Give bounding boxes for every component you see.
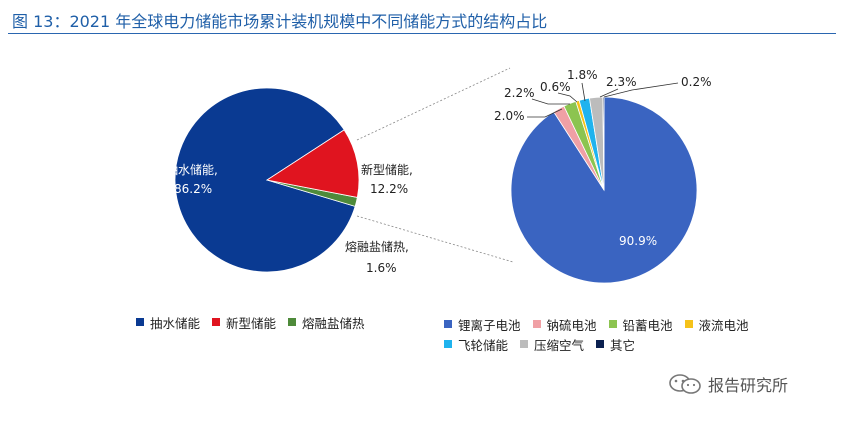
- label-new-value: 12.2%: [370, 182, 408, 196]
- legend-item-new: 新型储能: [212, 312, 276, 332]
- legend-item-molten: 熔融盐储热: [288, 312, 365, 332]
- zoom-connector-top: [356, 67, 511, 141]
- legend-item-pumped: 抽水储能: [136, 312, 200, 332]
- zoom-connector-bottom: [356, 215, 514, 263]
- label-flywheel: 1.8%: [567, 68, 598, 82]
- leader-lead: [531, 98, 570, 105]
- watermark-text: 报告研究所: [708, 376, 789, 395]
- right-pie: [510, 96, 698, 284]
- title-underline: [8, 33, 836, 34]
- leader-other: [603, 82, 679, 98]
- legend-swatch: [444, 320, 452, 328]
- legend-swatch: [212, 318, 221, 326]
- legend-left: 抽水储能 新型储能 熔融盐储热: [136, 312, 436, 332]
- zoom-connectors: [356, 67, 514, 263]
- label-lead: 2.2%: [504, 86, 535, 100]
- right-pie-slice-6: [602, 96, 605, 191]
- legend-label: 铅蓄电池: [622, 317, 673, 333]
- leader-flow: [557, 92, 578, 103]
- legend-label: 其它: [610, 337, 636, 353]
- legend-right: 锂离子电池 钠硫电池 铅蓄电池 液流电池 飞轮储能 压缩空气 其它: [444, 314, 804, 354]
- label-pumped-name: 抽水储能,: [166, 162, 218, 177]
- label-lithium: 90.9%: [619, 234, 657, 248]
- legend-label: 熔融盐储热: [302, 315, 365, 331]
- legend-swatch: [684, 320, 693, 328]
- label-nas: 2.0%: [494, 109, 525, 123]
- label-caes: 2.3%: [606, 75, 637, 89]
- legend-label: 飞轮储能: [458, 337, 509, 353]
- legend-swatch: [608, 320, 617, 328]
- figure-title: 图 13：2021 年全球电力储能市场累计装机规模中不同储能方式的结构占比: [12, 12, 548, 31]
- data-labels: 抽水储能, 86.2% 新型储能, 12.2% 熔融盐储热, 1.6% 90.9…: [166, 68, 712, 275]
- label-pumped-value: 86.2%: [174, 182, 212, 196]
- leader-nas: [527, 108, 563, 118]
- leader-caes: [599, 88, 619, 98]
- label-other: 0.2%: [681, 75, 712, 89]
- legend-item-flywheel: 飞轮储能: [444, 334, 508, 354]
- legend-label: 抽水储能: [150, 315, 201, 331]
- left-pie-slice-0: [174, 87, 356, 273]
- legend-label: 钠硫电池: [546, 317, 597, 333]
- legend-swatch: [136, 318, 144, 326]
- legend-label: 新型储能: [226, 315, 277, 331]
- legend-swatch: [520, 340, 529, 348]
- legend-swatch: [288, 318, 297, 326]
- left-pie-slice-2: [265, 129, 360, 198]
- legend-item-flow: 液流电池: [684, 314, 749, 334]
- label-flow: 0.6%: [540, 80, 571, 94]
- legend-item-lead: 铅蓄电池: [608, 314, 673, 334]
- legend-item-other: 其它: [596, 334, 635, 354]
- wechat-icon: [668, 373, 702, 395]
- legend-item-nas: 钠硫电池: [532, 314, 597, 334]
- left-pie: [174, 87, 360, 273]
- legend-swatch: [444, 340, 452, 348]
- legend-item-caes: 压缩空气: [520, 334, 584, 354]
- watermark: 报告研究所: [668, 372, 788, 396]
- label-molten-value: 1.6%: [366, 261, 397, 275]
- legend-label: 液流电池: [698, 317, 749, 333]
- legend-swatch: [532, 320, 541, 328]
- legend-item-lithium: 锂离子电池: [444, 314, 521, 334]
- label-molten-name: 熔融盐储热,: [345, 239, 409, 254]
- legend-label: 锂离子电池: [458, 317, 521, 333]
- leader-flywheel: [581, 82, 586, 102]
- legend-label: 压缩空气: [534, 337, 585, 353]
- legend-swatch: [596, 340, 605, 348]
- label-new-name: 新型储能,: [361, 162, 413, 177]
